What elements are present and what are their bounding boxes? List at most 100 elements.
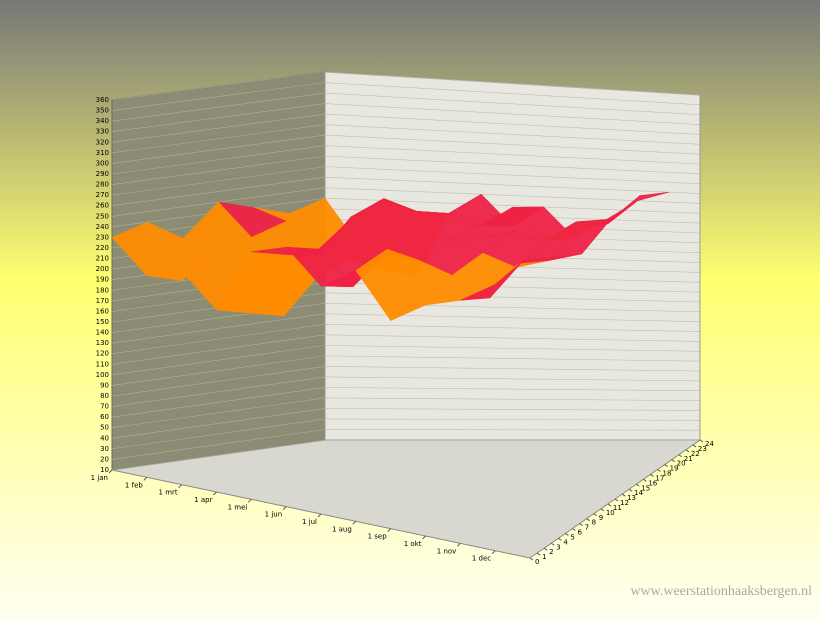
plot: 1020304050607080901001101201301401501601… [91, 71, 714, 566]
z-tick-label: 5 [570, 533, 574, 541]
grid-line [111, 439, 326, 471]
y-tick-label: 330 [96, 128, 109, 136]
grid-line [111, 92, 326, 122]
z-tick [643, 478, 647, 482]
z-tick [558, 537, 562, 541]
grid-line [324, 155, 701, 175]
z-tick-label: 2 [549, 548, 553, 556]
grid-line [111, 366, 326, 397]
y-tick-label: 40 [100, 434, 109, 442]
watermark: www.weerstationhaaksbergen.nl [630, 584, 812, 599]
grid-line [324, 408, 701, 411]
x-tick [213, 491, 217, 496]
z-tick [635, 483, 640, 487]
grid-line [111, 145, 326, 175]
z-tick-label: 11 [613, 504, 622, 512]
z-tick [621, 493, 626, 497]
y-tick-label: 240 [96, 223, 109, 231]
grid-line [324, 418, 701, 421]
z-tick-label: 22 [691, 450, 700, 458]
grid-line [111, 387, 326, 418]
grid-line [111, 124, 326, 154]
grid-line [324, 134, 701, 155]
grid-line [324, 334, 701, 342]
z-tick-label: 24 [705, 440, 714, 448]
y-tick-label: 350 [96, 107, 109, 115]
z-tick [678, 454, 683, 458]
x-tick-label: 1 apr [194, 496, 212, 504]
z-tick-label: 20 [677, 460, 686, 468]
x-tick-label: 1 mrt [159, 489, 178, 497]
z-tick [565, 533, 569, 536]
x-tick-label: 1 jul [302, 518, 317, 526]
x-tick-label: 1 feb [125, 481, 143, 489]
grid-line [324, 355, 701, 362]
grid-line [111, 71, 326, 101]
z-tick [600, 508, 605, 512]
z-tick [671, 459, 675, 463]
grid-line [324, 124, 701, 145]
surface-patch [460, 259, 525, 301]
x-tick-label: 1 aug [332, 525, 352, 533]
y-tick-label: 230 [96, 233, 109, 241]
grid-line [111, 334, 326, 365]
y-tick-label: 160 [96, 307, 109, 315]
y-tick-label: 270 [96, 191, 109, 199]
y-tick-label: 250 [96, 212, 109, 220]
x-tick [422, 535, 426, 540]
z-tick-label: 0 [535, 558, 539, 566]
y-tick-label: 180 [96, 286, 109, 294]
y-tick-label: 200 [96, 265, 109, 273]
grid-line [324, 103, 701, 125]
x-tick [108, 469, 113, 474]
grid-line [324, 82, 701, 106]
grid-line [111, 397, 326, 429]
z-tick-label: 13 [627, 494, 636, 502]
z-tick-label: 15 [641, 484, 650, 492]
grid-line [324, 166, 701, 185]
z-tick [586, 518, 590, 522]
x-tick [143, 476, 148, 481]
z-tick-label: 1 [542, 553, 546, 561]
y-tick-label: 280 [96, 181, 109, 189]
grid-line [324, 324, 701, 332]
x-tick [387, 528, 392, 533]
x-tick [352, 520, 357, 525]
y-tick-label: 50 [100, 424, 109, 432]
x-tick-label: 1 jan [91, 474, 108, 482]
z-tick [550, 542, 555, 546]
grid-line [111, 429, 326, 460]
y-tick-label: 70 [100, 403, 109, 411]
y-tick-label: 300 [96, 159, 109, 167]
z-tick [650, 474, 654, 477]
z-tick [529, 557, 534, 561]
y-tick-label: 30 [100, 445, 109, 453]
z-tick-label: 17 [655, 474, 664, 482]
grid-line [111, 166, 326, 196]
x-tick-label: 1 mei [228, 503, 248, 511]
z-tick [664, 464, 668, 467]
z-tick [593, 513, 598, 517]
y-tick-label: 220 [96, 244, 109, 252]
y-tick-label: 130 [96, 339, 109, 347]
grid-line [324, 397, 701, 401]
x-tick [317, 513, 322, 518]
x-tick [491, 550, 496, 555]
y-tick-label: 20 [100, 455, 109, 463]
z-tick-label: 14 [634, 489, 643, 497]
z-tick-label: 3 [556, 543, 560, 551]
grid-line [324, 71, 701, 96]
grid-line [111, 176, 326, 207]
grid-line [324, 366, 701, 372]
z-tick [543, 547, 548, 551]
y-tick-label: 10 [100, 466, 109, 474]
grid-line [111, 418, 326, 450]
grid-line [111, 103, 326, 133]
z-tick [614, 498, 619, 502]
grid-line [111, 376, 326, 407]
z-tick-label: 7 [585, 524, 589, 532]
z-tick [536, 552, 541, 556]
grid-line [324, 92, 701, 116]
grid-line [324, 345, 701, 352]
